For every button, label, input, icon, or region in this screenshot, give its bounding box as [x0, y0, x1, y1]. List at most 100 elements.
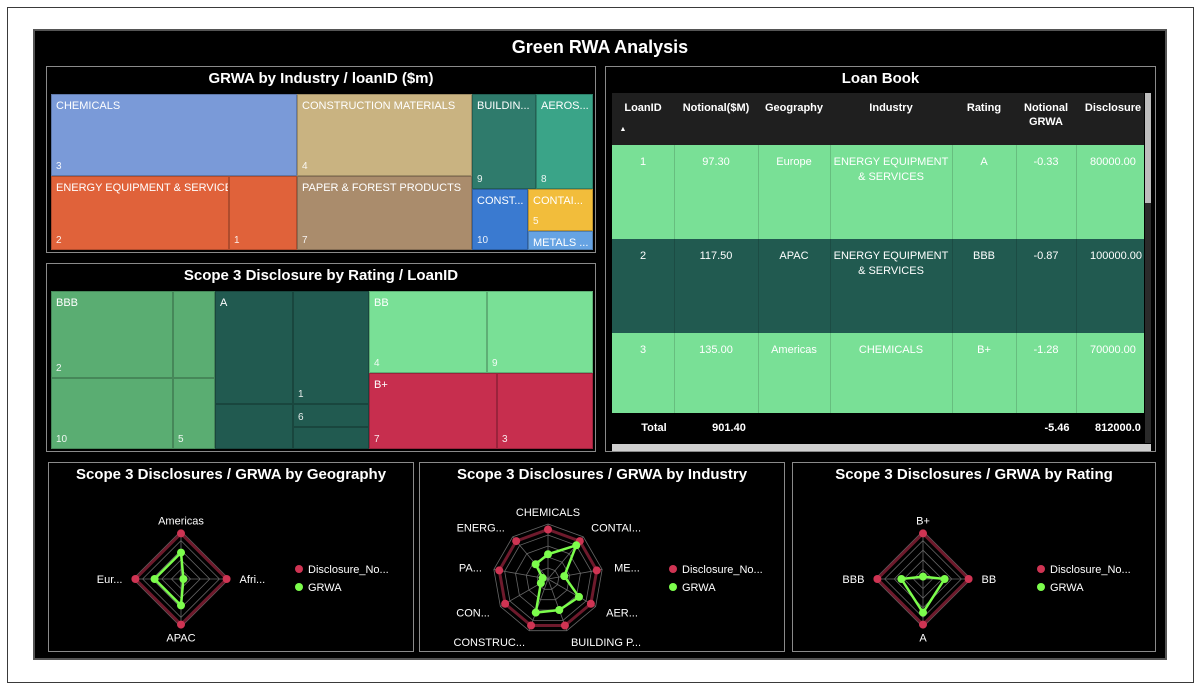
rating-treemap-cell[interactable]: 6 — [293, 404, 369, 427]
header-loanid[interactable]: LoanID ▲ — [619, 102, 662, 133]
grwa-point[interactable] — [544, 550, 552, 559]
industry-treemap-cell[interactable]: CHEMICALS 3 — [51, 94, 297, 176]
geography-radar-chart[interactable]: Americas Afri... APAC Eur... Disclosure_No..… — [49, 487, 415, 653]
vertical-scrollbar[interactable] — [1145, 93, 1151, 443]
grwa-point[interactable] — [531, 560, 540, 569]
rating-treemap-cell[interactable] — [215, 404, 293, 449]
rating-treemap-cell[interactable]: BB 4 — [369, 291, 487, 373]
industry-treemap-cell[interactable]: 1 — [229, 176, 297, 250]
rating-treemap-cell[interactable] — [293, 427, 369, 449]
rating-treemap-cell[interactable]: BBB 2 — [51, 291, 173, 378]
column-divider — [758, 333, 759, 427]
industry-treemap-cell[interactable]: CONSTRUCTION MATERIALS 4 — [297, 94, 472, 176]
grwa-point[interactable] — [150, 575, 159, 583]
legend-label[interactable]: GRWA — [308, 582, 342, 594]
grwa-point[interactable] — [179, 575, 188, 583]
grwa-point[interactable] — [177, 548, 185, 557]
disclosure-point[interactable] — [131, 575, 140, 583]
disclosure-point[interactable] — [177, 529, 185, 538]
grwa-point[interactable] — [574, 592, 583, 601]
rating-radar-title: Scope 3 Disclosures / GRWA by Rating — [835, 466, 1113, 483]
table-row[interactable]: 3 135.00 Americas CHEMICALS B+ -1.28 70000.00 — [612, 333, 1144, 427]
horizontal-scrollbar[interactable] — [612, 444, 1151, 451]
industry-treemap-cell[interactable]: CONTAI... 5 — [528, 189, 593, 231]
industry-radar-panel[interactable]: Scope 3 Disclosures / GRWA by Industry C… — [419, 462, 785, 652]
sort-ascending-icon[interactable]: ▲ — [619, 126, 627, 133]
disclosure-point[interactable] — [873, 575, 882, 583]
rating-treemap-cell[interactable]: 9 — [487, 291, 593, 373]
rating-treemap-cell[interactable]: A — [215, 291, 293, 404]
rating-treemap-cell[interactable]: 5 — [173, 378, 215, 449]
disclosure-point[interactable] — [527, 621, 536, 630]
grwa-point[interactable] — [897, 575, 906, 583]
disclosure-point[interactable] — [964, 575, 973, 583]
disclosure-point[interactable] — [177, 620, 185, 629]
table-row[interactable]: 2 117.50 APAC ENERGY EQUIPMENT & SERVICES BB… — [612, 239, 1144, 333]
geography-radar-panel[interactable]: Scope 3 Disclosures / GRWA by Geography … — [48, 462, 414, 652]
rating-treemap[interactable]: BBB 2 10 5 A 1 6 BB 4 9 B+ 7 3 — [51, 291, 593, 449]
radar-axis-label: ME... — [614, 562, 640, 574]
legend-label[interactable]: Disclosure_No... — [1050, 564, 1131, 576]
legend-label[interactable]: Disclosure_No... — [682, 564, 763, 576]
header-industry[interactable]: Industry — [869, 102, 913, 114]
grwa-point[interactable] — [919, 572, 927, 581]
industry-treemap-cell[interactable]: METALS ... — [528, 231, 593, 250]
rating-treemap-panel[interactable]: Scope 3 Disclosure by Rating / LoanID BB… — [46, 263, 596, 452]
header-geography[interactable]: Geography — [764, 102, 824, 114]
disclosure-point[interactable] — [222, 575, 231, 583]
industry-treemap-cell[interactable]: BUILDIN... 9 — [472, 94, 536, 189]
disclosure-point[interactable] — [544, 525, 552, 534]
grwa-point[interactable] — [177, 601, 185, 610]
grwa-point[interactable] — [560, 572, 569, 581]
legend-label[interactable]: GRWA — [682, 582, 716, 594]
industry-radar-chart[interactable]: CHEMICALS CONTAI... ME... AER... BUILDING P.… — [420, 487, 786, 653]
disclosure-point[interactable] — [586, 599, 595, 608]
header-notional[interactable]: Notional($M) — [682, 102, 750, 114]
rating-treemap-cell[interactable] — [173, 291, 215, 378]
industry-treemap-cell[interactable]: CONST... 10 — [472, 189, 528, 250]
grwa-point[interactable] — [531, 608, 540, 617]
grwa-point[interactable] — [572, 541, 581, 550]
loan-book-table[interactable]: LoanID ▲ Notional($M) Geography Industry … — [612, 93, 1144, 443]
grwa-point[interactable] — [555, 606, 564, 615]
rating-treemap-cell[interactable]: 10 — [51, 378, 173, 449]
legend-swatch[interactable] — [1037, 583, 1045, 591]
industry-treemap[interactable]: CHEMICALS 3 CONSTRUCTION MATERIALS 4 BUILDIN… — [51, 94, 593, 250]
header-notional-grwa[interactable]: Notional GRWA — [1024, 102, 1068, 128]
header-disclosure[interactable]: Disclosure — [1084, 102, 1142, 114]
disclosure-point[interactable] — [560, 621, 569, 630]
legend-swatch[interactable] — [1037, 565, 1045, 573]
disclosure-point[interactable] — [592, 566, 601, 575]
rating-treemap-cell[interactable]: B+ 7 — [369, 373, 497, 449]
disclosure-point[interactable] — [512, 537, 521, 546]
rating-treemap-cell[interactable]: 3 — [497, 373, 593, 449]
grwa-point[interactable] — [538, 574, 547, 583]
column-divider — [1076, 333, 1077, 427]
rating-radar-panel[interactable]: Scope 3 Disclosures / GRWA by Rating B+ B… — [792, 462, 1156, 652]
industry-treemap-cell[interactable]: AEROS... 8 — [536, 94, 593, 189]
disclosure-point[interactable] — [919, 620, 927, 629]
legend-swatch[interactable] — [295, 583, 303, 591]
legend-label[interactable]: GRWA — [1050, 582, 1084, 594]
vertical-scroll-thumb[interactable] — [1145, 93, 1151, 203]
industry-treemap-cell[interactable]: ENERGY EQUIPMENT & SERVICES 2 — [51, 176, 229, 250]
industry-treemap-panel[interactable]: GRWA by Industry / loanID ($m) CHEMICALS… — [46, 66, 596, 253]
rating-radar-chart[interactable]: B+ BB A BBB Disclosure_No... GRWA — [793, 487, 1157, 653]
table-cell-disc: 100000.00 — [1090, 250, 1142, 262]
legend-label[interactable]: Disclosure_No... — [308, 564, 389, 576]
radar-axis-label: BUILDING P... — [571, 637, 641, 649]
radar-axis-label: BB — [982, 574, 997, 586]
disclosure-point[interactable] — [919, 529, 927, 538]
grwa-point[interactable] — [940, 575, 949, 583]
legend-swatch[interactable] — [669, 583, 677, 591]
rating-treemap-cell[interactable]: 1 — [293, 291, 369, 404]
legend-swatch[interactable] — [669, 565, 677, 573]
table-row[interactable]: 1 97.30 Europe ENERGY EQUIPMENT & SERVICES A… — [612, 145, 1144, 239]
industry-treemap-cell[interactable]: PAPER & FOREST PRODUCTS 7 — [297, 176, 472, 250]
loan-book-panel[interactable]: Loan Book LoanID ▲ Notional($M) Geography… — [605, 66, 1156, 452]
disclosure-point[interactable] — [495, 566, 504, 575]
disclosure-point[interactable] — [501, 599, 510, 608]
grwa-point[interactable] — [919, 608, 927, 617]
header-rating[interactable]: Rating — [966, 102, 1002, 114]
legend-swatch[interactable] — [295, 565, 303, 573]
